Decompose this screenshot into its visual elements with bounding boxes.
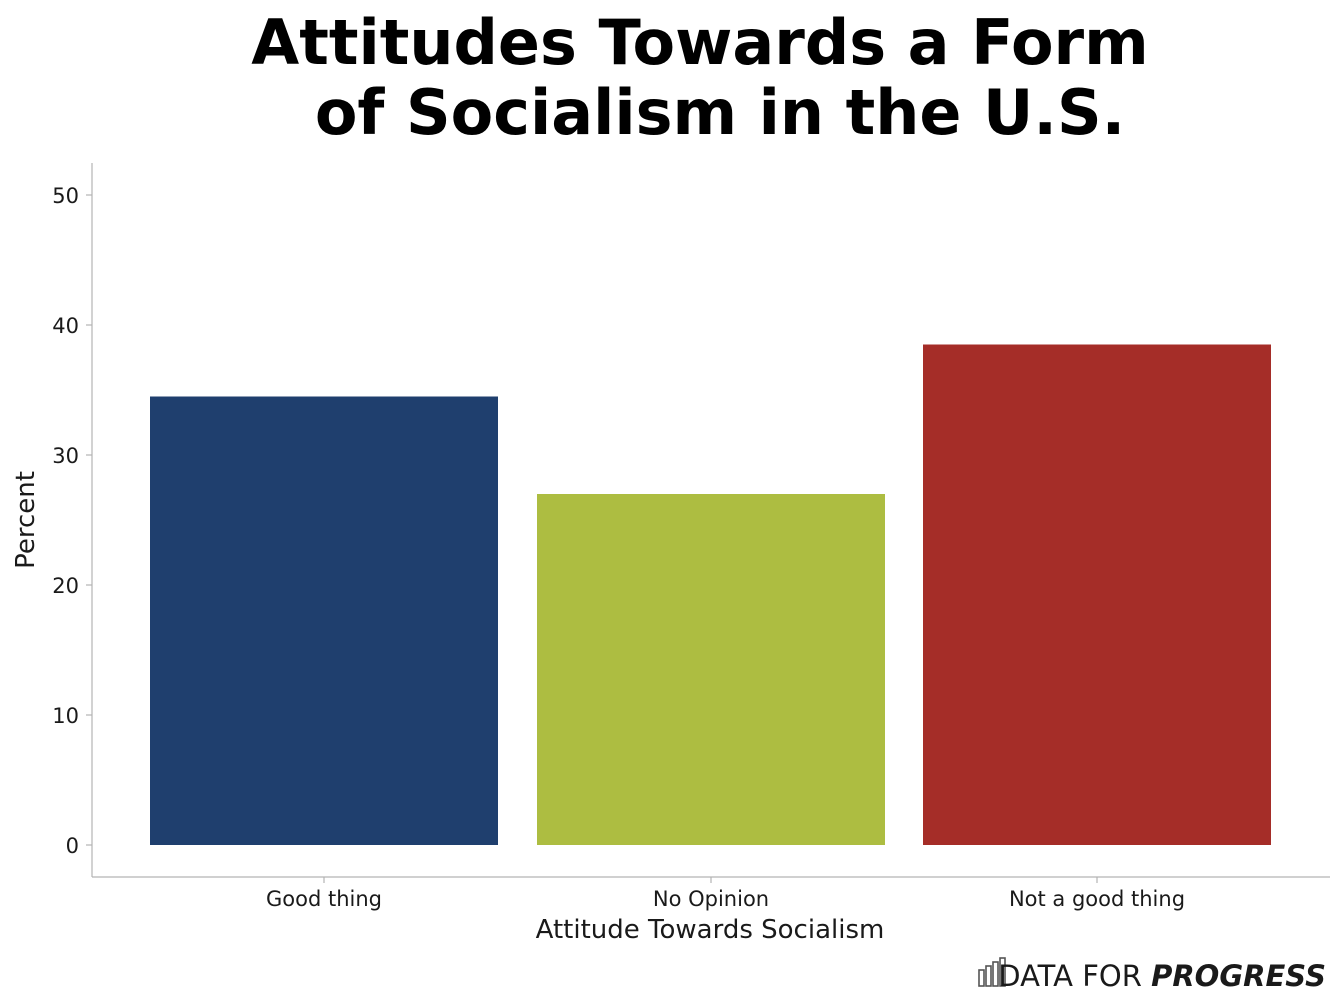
x-tick-label: Good thing	[266, 887, 382, 911]
x-tick-label: Not a good thing	[1009, 887, 1185, 911]
chart-title-line-1: Attitudes Towards a Form	[251, 6, 1148, 79]
y-axis: 0 10 20 30 40 50	[52, 163, 93, 877]
bar-series	[150, 344, 1271, 845]
y-tick-label: 10	[52, 704, 79, 728]
x-tick-label: No Opinion	[653, 887, 769, 911]
chart-title-line-2: of Socialism in the U.S.	[315, 76, 1125, 149]
brand-emphasis: PROGRESS	[1151, 959, 1326, 993]
y-tick-label: 0	[66, 834, 79, 858]
brand-wordmark: DATA FOR PROGRESS	[998, 959, 1326, 993]
y-tick-label: 40	[52, 314, 79, 338]
brand-prefix: DATA FOR	[998, 959, 1142, 993]
y-tick-label: 20	[52, 574, 79, 598]
chart-title: Attitudes Towards a Form of Socialism in…	[251, 6, 1148, 149]
y-tick-label: 30	[52, 444, 79, 468]
y-axis-title: Percent	[11, 471, 41, 569]
x-axis: Good thing No Opinion Not a good thing	[92, 876, 1330, 911]
bar	[150, 396, 498, 845]
bar	[923, 344, 1271, 845]
bar-chart-logo-icon	[978, 957, 1006, 987]
y-tick-label: 50	[52, 184, 79, 208]
x-axis-title: Attitude Towards Socialism	[536, 915, 885, 945]
brand-logo: DATA FOR PROGRESS	[978, 957, 1326, 993]
bar	[537, 494, 885, 845]
